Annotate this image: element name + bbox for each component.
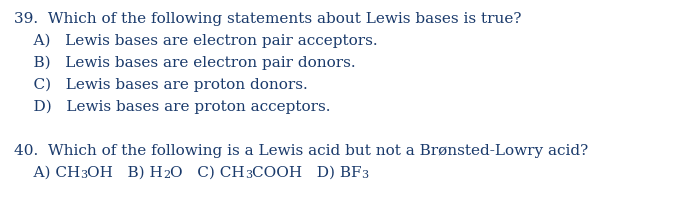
Text: OH   B) H: OH B) H — [87, 166, 163, 180]
Text: O   C) CH: O C) CH — [170, 166, 245, 180]
Text: 3: 3 — [362, 169, 369, 180]
Text: A) CH: A) CH — [14, 166, 80, 180]
Text: COOH   D) BF: COOH D) BF — [252, 166, 362, 180]
Text: 3: 3 — [80, 169, 87, 180]
Text: 2: 2 — [163, 169, 170, 180]
Text: 40.  Which of the following is a Lewis acid but not a Brønsted-Lowry acid?: 40. Which of the following is a Lewis ac… — [14, 144, 588, 158]
Text: 3: 3 — [245, 169, 252, 180]
Text: D)   Lewis bases are proton acceptors.: D) Lewis bases are proton acceptors. — [14, 100, 331, 114]
Text: B)   Lewis bases are electron pair donors.: B) Lewis bases are electron pair donors. — [14, 56, 356, 70]
Text: A)   Lewis bases are electron pair acceptors.: A) Lewis bases are electron pair accepto… — [14, 34, 378, 48]
Text: 39.  Which of the following statements about Lewis bases is true?: 39. Which of the following statements ab… — [14, 12, 522, 26]
Text: C)   Lewis bases are proton donors.: C) Lewis bases are proton donors. — [14, 78, 308, 92]
